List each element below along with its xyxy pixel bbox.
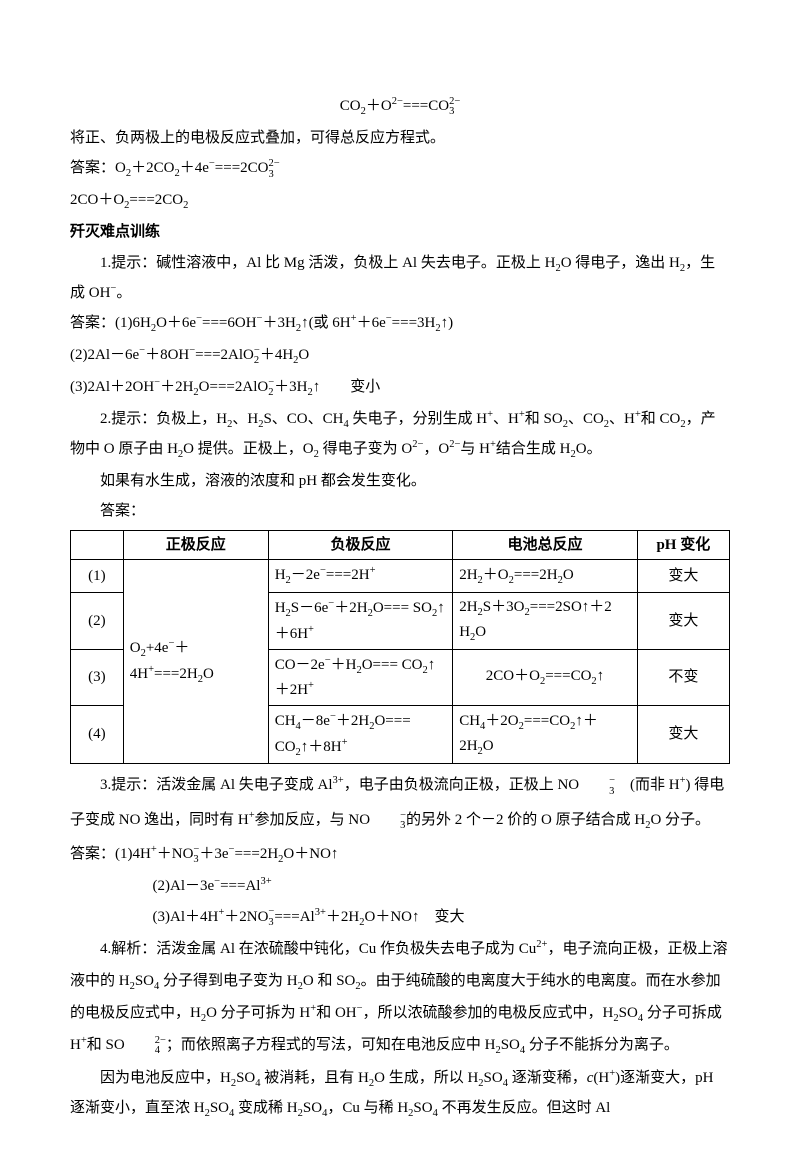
q1-ans1: 答案：(1)6H2O＋6e−===6OH−＋3H2↑(或 6H+＋6e−===3… [70,309,730,339]
q2-answer-label: 答案： [70,497,730,526]
cell-neg: H2－2e−===2H+ [268,560,453,593]
cell-ph: 不变 [637,649,729,705]
cell-ph: 变大 [637,705,729,764]
q2-hint: 2.提示：负极上，H2、H2S、CO、CH4 失电子，分别生成 H+、H+和 S… [70,405,730,465]
q3-hint: 3.提示：活泼金属 Al 失电子变成 Al3+，电子由负极流向正极，正极上 NO… [70,768,730,838]
cell-positive-merged: O2+4e−＋4H+===2H2O [123,560,268,764]
q1-hint: 1.提示：碱性溶液中，Al 比 Mg 活泼，负极上 Al 失去电子。正极上 H2… [70,249,730,307]
q3-ans2: (2)Al－3e−===Al3+ [153,872,731,901]
cell-neg: H2S－6e−＋2H2O=== SO2↑＋6H+ [268,593,453,650]
cell-neg: CH4－8e−＋2H2O=== CO2↑＋8H+ [268,705,453,764]
th-total: 电池总反应 [453,530,638,560]
q4-para2: 因为电池反应中，H2SO4 被消耗，且有 H2O 生成，所以 H2SO4 逐渐变… [70,1064,730,1124]
heading-training: 歼灭难点训练 [70,218,730,247]
equation-2co: 2CO＋O2===2CO2 [70,186,730,216]
cell-total: 2H2S＋3O2===2SO↑＋2 H2O [453,593,638,650]
th-positive: 正极反应 [123,530,268,560]
cell-idx: (4) [71,705,124,764]
table-row: (1) O2+4e−＋4H+===2H2O H2－2e−===2H+ 2H2＋O… [71,560,730,593]
q2-hint2: 如果有水生成，溶液的浓度和 pH 都会发生变化。 [70,467,730,496]
cell-ph: 变大 [637,560,729,593]
cell-idx: (3) [71,649,124,705]
cell-idx: (2) [71,593,124,650]
q4-para1: 4.解析：活泼金属 Al 在浓硫酸中钝化，Cu 作负极失去电子成为 Cu2+，电… [70,934,730,1062]
q3-ans3: (3)Al＋4H+＋2NO−3===Al3+＋2H2O＋NO↑ 变大 [153,903,731,933]
th-blank [71,530,124,560]
cell-idx: (1) [71,560,124,593]
equation-top: CO2＋O2−===CO2−3 [70,92,730,122]
cell-total: CH4＋2O2===CO2↑＋2H2O [453,705,638,764]
line-combine: 将正、负两极上的电极反应式叠加，可得总反应方程式。 [70,124,730,153]
th-ph: pH 变化 [637,530,729,560]
answer-main: 答案：O2＋2CO2＋4e−===2CO2−3 [70,154,730,184]
cell-total: 2CO＋O2===CO2↑ [453,649,638,705]
q3-ans1: 答案：(1)4H+＋NO−3＋3e−===2H2O＋NO↑ [70,840,730,870]
reaction-table: 正极反应 负极反应 电池总反应 pH 变化 (1) O2+4e−＋4H+===2… [70,530,730,765]
q1-ans3: (3)2Al＋2OH−＋2H2O===2AlO−2＋3H2↑ 变小 [70,373,730,403]
cell-total: 2H2＋O2===2H2O [453,560,638,593]
cell-ph: 变大 [637,593,729,650]
cell-neg: CO－2e−＋H2O=== CO2↑＋2H+ [268,649,453,705]
th-negative: 负极反应 [268,530,453,560]
q1-ans2: (2)2Al－6e−＋8OH−===2AlO−2＋4H2O [70,341,730,371]
table-header-row: 正极反应 负极反应 电池总反应 pH 变化 [71,530,730,560]
